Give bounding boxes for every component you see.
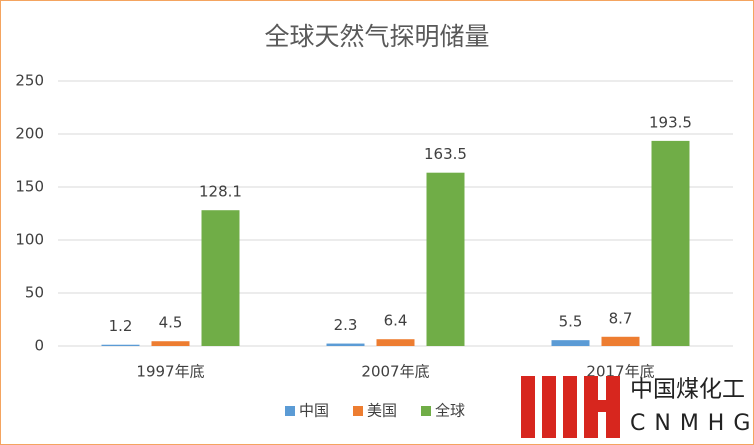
value-label: 193.5 [649,113,692,131]
logo-shape [563,376,577,438]
logo-shape [542,376,556,438]
y-tick-label: 100 [15,231,44,249]
legend-label: 全球 [435,402,465,420]
bar [601,336,640,346]
value-label: 163.5 [424,145,467,163]
legend-swatch [421,406,431,416]
legend-label: 美国 [367,402,397,420]
bar [151,341,190,346]
bar [376,339,415,346]
legend-swatch [285,406,295,416]
x-tick-label: 2017年底 [586,363,654,381]
bar [426,172,465,346]
value-label: 2.3 [334,316,358,334]
legend-label: 中国 [299,402,329,420]
logo-shape [521,376,535,438]
y-tick-label: 250 [15,72,44,90]
x-tick-label: 1997年底 [136,363,204,381]
watermark: 中国煤化工 CNMHG [521,376,754,438]
value-label: 128.1 [199,183,242,201]
value-label: 6.4 [384,312,408,330]
bar [326,343,365,346]
value-label: 5.5 [559,313,583,331]
value-label: 4.5 [159,314,183,332]
bar [101,344,140,346]
logo-code: CNMHG [630,411,754,436]
logo-name: 中国煤化工 [630,377,745,403]
y-tick-label: 200 [15,125,44,143]
x-tick-label: 2007年底 [361,363,429,381]
bar [201,210,240,346]
y-tick-label: 0 [34,337,44,355]
chart-title: 全球天然气探明储量 [264,22,489,51]
y-tick-label: 150 [15,178,44,196]
value-label: 8.7 [609,309,633,327]
y-tick-label: 50 [25,284,44,302]
value-label: 1.2 [109,317,133,335]
legend-swatch [353,406,363,416]
bar [551,340,590,346]
bar [651,140,690,346]
logo-shape [606,376,620,438]
